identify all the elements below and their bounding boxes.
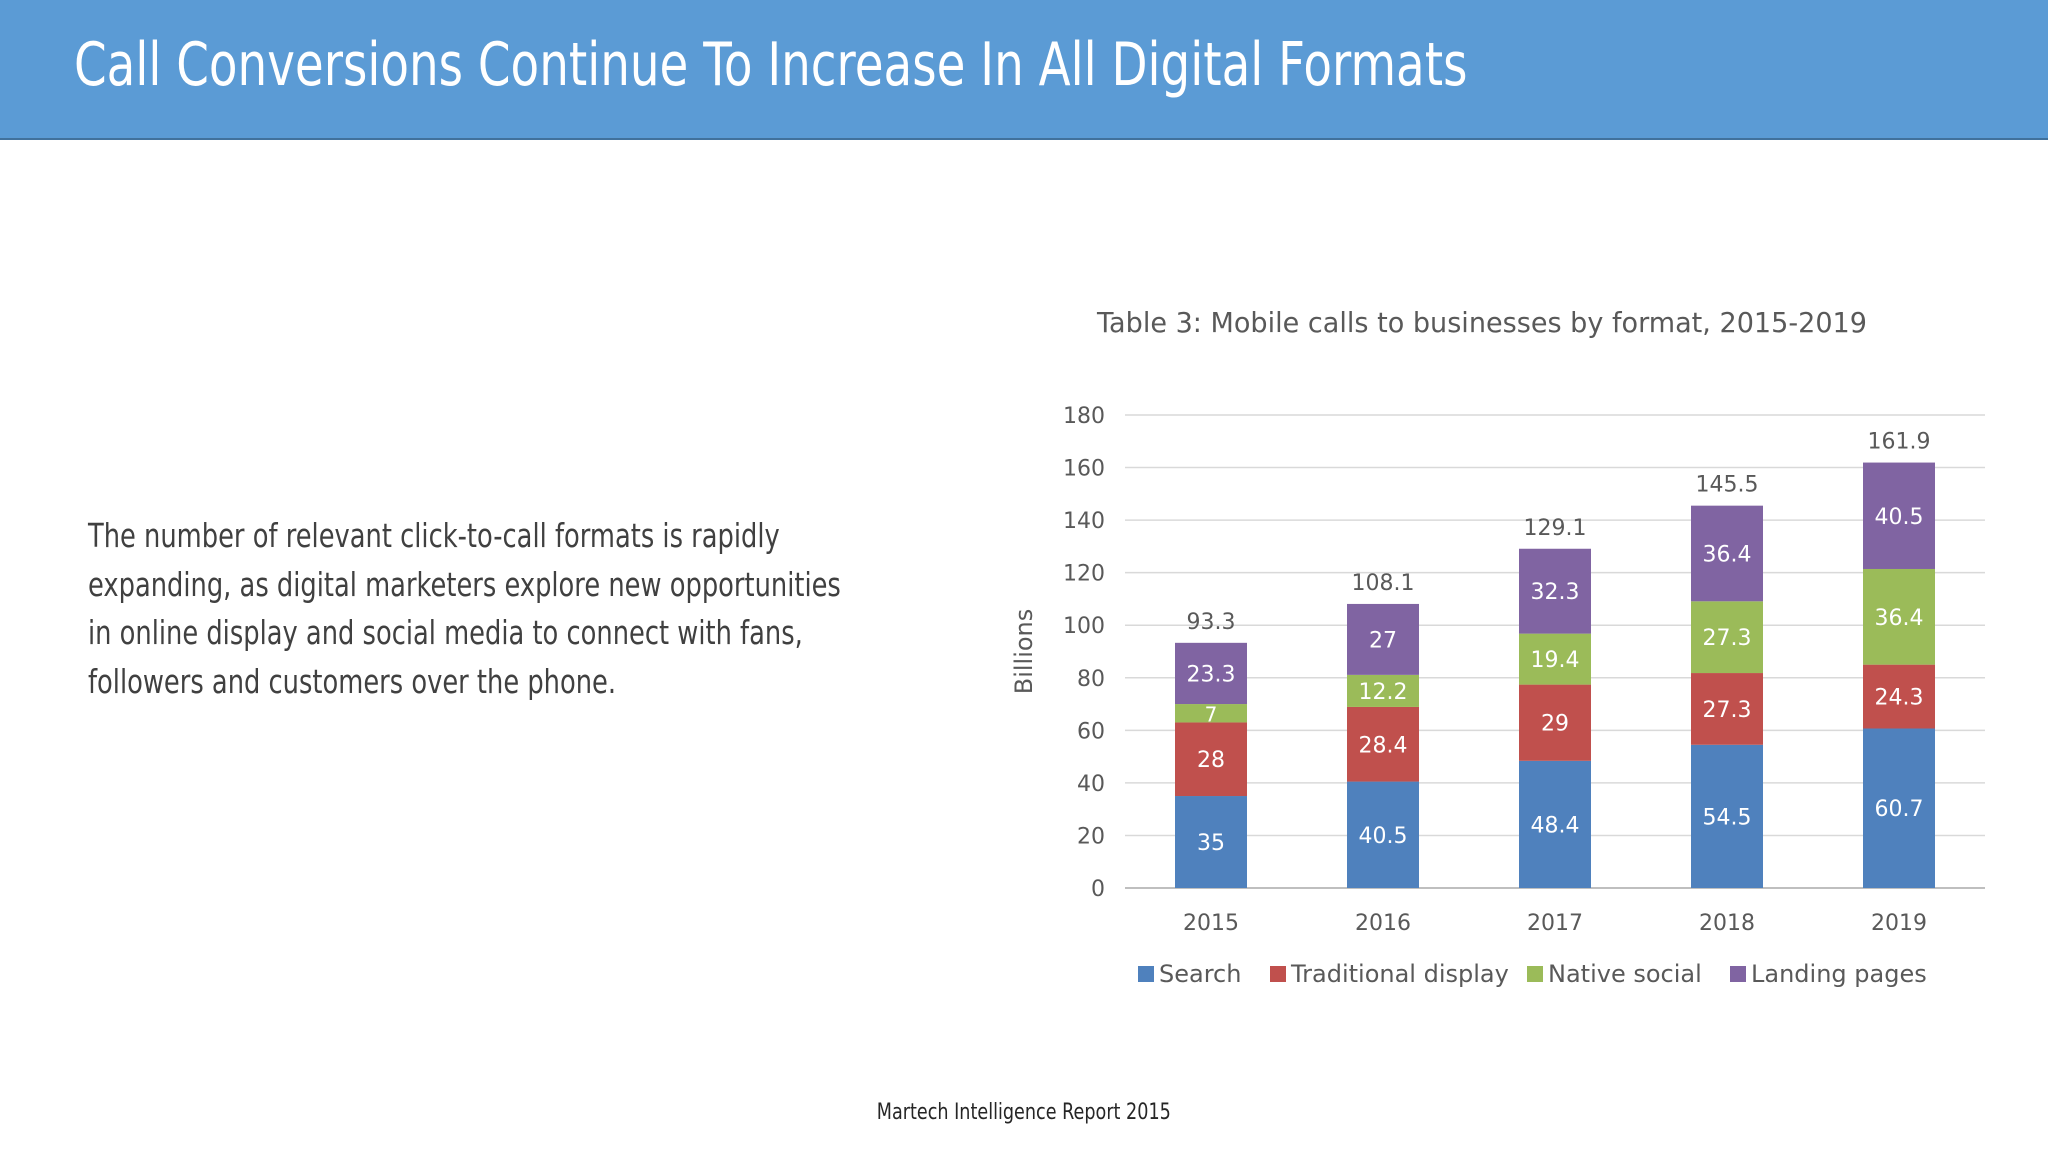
- bar-segment-landing-pages: [1863, 462, 1935, 569]
- y-tick-label: 0: [1091, 877, 1105, 902]
- bar-segment-native-social: [1347, 674, 1419, 707]
- bar-segment-native-social: [1175, 704, 1247, 723]
- x-tick-label: 2016: [1355, 911, 1411, 936]
- data-label: 27.3: [1703, 626, 1752, 651]
- y-tick-label: 40: [1077, 772, 1105, 797]
- body-text-line: in online display and social media to co…: [88, 613, 803, 652]
- legend-swatch: [1138, 966, 1154, 982]
- stacked-bar-chart: Table 3: Mobile calls to businesses by f…: [1010, 306, 1985, 988]
- x-tick-label: 2019: [1871, 911, 1927, 936]
- y-tick-label: 160: [1063, 457, 1105, 482]
- y-tick-label: 140: [1063, 509, 1105, 534]
- data-label: 40.5: [1359, 824, 1408, 849]
- bar-segment-search: [1175, 796, 1247, 888]
- data-label: 48.4: [1531, 813, 1580, 838]
- y-axis-label: Billions: [1010, 609, 1038, 695]
- data-label: 28.4: [1359, 733, 1408, 758]
- total-label: 129.1: [1524, 516, 1587, 541]
- body-text-line: followers and customers over the phone.: [88, 661, 617, 701]
- bar-segment-landing-pages: [1519, 548, 1591, 634]
- y-tick-label: 80: [1077, 667, 1105, 692]
- bar-segment-search: [1691, 744, 1763, 888]
- data-label: 12.2: [1359, 680, 1408, 705]
- data-label: 40.5: [1875, 505, 1924, 530]
- bar-segment-native-social: [1691, 601, 1763, 674]
- legend-label: Native social: [1548, 960, 1702, 988]
- y-tick-label: 180: [1063, 404, 1105, 429]
- data-label: 35: [1197, 831, 1225, 856]
- bar-segment-native-social: [1519, 633, 1591, 685]
- bar-segment-traditional-display: [1691, 673, 1763, 745]
- y-tick-label: 100: [1063, 614, 1105, 639]
- bar-segment-traditional-display: [1863, 664, 1935, 729]
- x-tick-label: 2015: [1183, 911, 1239, 936]
- total-label: 108.1: [1352, 571, 1415, 596]
- legend-label: Landing pages: [1751, 960, 1927, 988]
- slide-title: Call Conversions Continue To Increase In…: [74, 30, 1468, 100]
- data-label: 60.7: [1875, 797, 1924, 822]
- bar-segment-landing-pages: [1347, 603, 1419, 675]
- x-tick-label: 2018: [1699, 911, 1755, 936]
- chart-title: Table 3: Mobile calls to businesses by f…: [1096, 306, 1867, 339]
- source-caption: Martech Intelligence Report 2015: [0, 1100, 2048, 1125]
- legend-label: Search: [1159, 960, 1241, 988]
- data-label: 24.3: [1875, 686, 1924, 711]
- data-label: 54.5: [1703, 805, 1752, 830]
- bar-segment-landing-pages: [1691, 505, 1763, 602]
- total-label: 161.9: [1868, 430, 1931, 455]
- header-bar: Call Conversions Continue To Increase In…: [0, 0, 2048, 140]
- data-label: 36.4: [1875, 606, 1924, 631]
- data-label: 27.3: [1703, 698, 1752, 723]
- y-tick-label: 20: [1077, 824, 1105, 849]
- bar-segment-traditional-display: [1175, 722, 1247, 797]
- bar-segment-search: [1863, 728, 1935, 888]
- y-tick-label: 60: [1077, 719, 1105, 744]
- data-label: 28: [1197, 748, 1225, 773]
- body-text: The number of relevant click-to-call for…: [88, 512, 868, 706]
- bar-segment-search: [1347, 781, 1419, 888]
- bar-segment-traditional-display: [1347, 706, 1419, 782]
- legend-label: Traditional display: [1290, 960, 1509, 988]
- data-label: 32.3: [1531, 580, 1580, 605]
- bar-segment-landing-pages: [1175, 642, 1247, 705]
- data-label: 36.4: [1703, 542, 1752, 567]
- total-label: 93.3: [1187, 610, 1236, 635]
- body-text-line: The number of relevant click-to-call for…: [88, 516, 780, 555]
- bar-segment-native-social: [1863, 568, 1935, 665]
- legend-swatch: [1270, 966, 1286, 982]
- total-label: 145.5: [1696, 473, 1759, 498]
- data-label: 7: [1205, 702, 1218, 726]
- data-label: 23.3: [1187, 662, 1236, 687]
- source-text: Martech Intelligence Report 2015: [876, 1100, 1172, 1125]
- legend-swatch: [1527, 966, 1543, 982]
- data-label: 19.4: [1531, 648, 1580, 673]
- y-tick-label: 120: [1063, 562, 1105, 587]
- data-label: 27: [1369, 628, 1397, 653]
- x-tick-label: 2017: [1527, 911, 1583, 936]
- data-label: 29: [1541, 712, 1569, 737]
- bar-segment-search: [1519, 760, 1591, 888]
- legend-swatch: [1730, 966, 1746, 982]
- body-text-line: expanding, as digital marketers explore …: [88, 564, 841, 604]
- bar-segment-traditional-display: [1519, 684, 1591, 761]
